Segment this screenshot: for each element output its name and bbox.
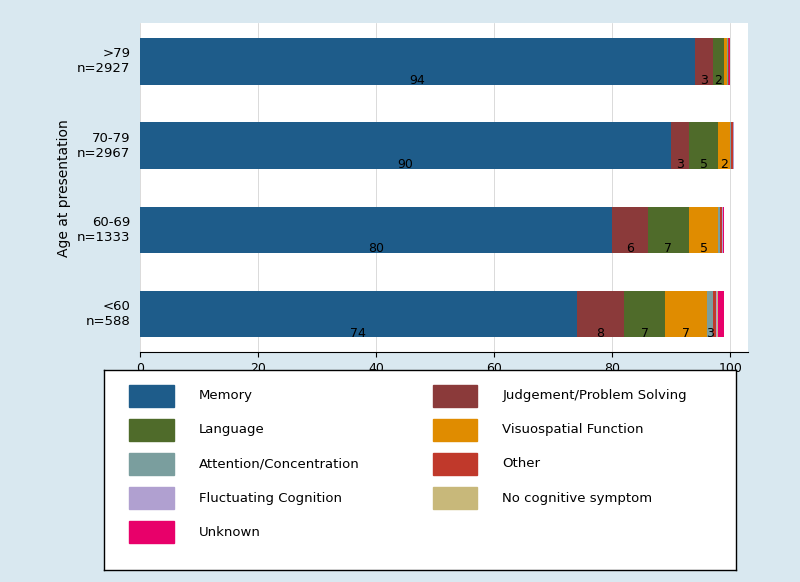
Text: 7: 7	[641, 327, 649, 340]
Bar	[717, 291, 718, 337]
Bar	[130, 385, 174, 407]
Bar	[130, 521, 174, 543]
Bar	[718, 291, 724, 337]
Text: 8: 8	[597, 327, 605, 340]
Bar	[130, 487, 174, 509]
Bar	[612, 207, 648, 253]
Text: Language: Language	[199, 423, 265, 436]
Text: Visuospatial Function: Visuospatial Function	[502, 423, 644, 436]
Text: 7: 7	[664, 243, 672, 255]
Bar	[706, 291, 713, 337]
Text: Memory: Memory	[199, 389, 253, 402]
Text: Unknown: Unknown	[199, 526, 261, 539]
Bar	[433, 419, 477, 441]
Bar	[689, 207, 718, 253]
Text: No cognitive symptom: No cognitive symptom	[502, 492, 652, 505]
Text: 3: 3	[676, 158, 684, 171]
Bar	[140, 291, 577, 337]
Bar	[724, 38, 727, 84]
Text: Attention/Concentration: Attention/Concentration	[199, 457, 359, 470]
Y-axis label: Age at presentation: Age at presentation	[58, 119, 71, 257]
Bar	[433, 487, 477, 509]
Text: 3: 3	[700, 74, 708, 87]
Bar	[140, 122, 671, 169]
Text: 2: 2	[714, 74, 722, 87]
Bar	[140, 207, 612, 253]
Bar	[577, 291, 624, 337]
Text: Judgement/Problem Solving: Judgement/Problem Solving	[502, 389, 686, 402]
Text: 90: 90	[398, 158, 414, 171]
Bar	[433, 385, 477, 407]
Bar	[715, 291, 717, 337]
Bar	[730, 122, 731, 169]
Text: 80: 80	[368, 243, 384, 255]
Text: 5: 5	[700, 158, 708, 171]
Bar	[130, 419, 174, 441]
Text: 7: 7	[682, 327, 690, 340]
Text: 5: 5	[700, 243, 708, 255]
Text: 74: 74	[350, 327, 366, 340]
Bar	[666, 291, 706, 337]
Text: Fluctuating Cognition: Fluctuating Cognition	[199, 492, 342, 505]
Bar	[718, 122, 730, 169]
Bar	[140, 38, 695, 84]
Bar	[433, 453, 477, 475]
Text: 94: 94	[410, 74, 426, 87]
Bar	[671, 122, 689, 169]
Bar	[624, 291, 666, 337]
Bar	[689, 122, 718, 169]
Bar	[720, 207, 722, 253]
Bar	[718, 207, 720, 253]
Bar	[648, 207, 689, 253]
Bar	[713, 291, 715, 337]
Text: 6: 6	[626, 243, 634, 255]
Bar	[713, 38, 724, 84]
Bar	[731, 122, 734, 169]
Text: Other: Other	[502, 457, 540, 470]
X-axis label: percent: percent	[418, 381, 470, 395]
Bar	[695, 38, 713, 84]
Text: 3: 3	[706, 327, 714, 340]
Text: 2: 2	[721, 158, 728, 171]
Bar	[130, 453, 174, 475]
